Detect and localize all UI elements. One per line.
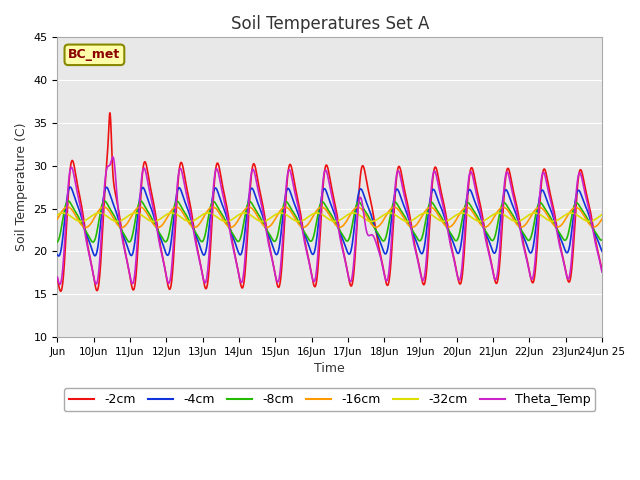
- X-axis label: Time: Time: [314, 362, 345, 375]
- Y-axis label: Soil Temperature (C): Soil Temperature (C): [15, 123, 28, 252]
- Title: Soil Temperatures Set A: Soil Temperatures Set A: [230, 15, 429, 33]
- Text: BC_met: BC_met: [68, 48, 120, 61]
- Legend: -2cm, -4cm, -8cm, -16cm, -32cm, Theta_Temp: -2cm, -4cm, -8cm, -16cm, -32cm, Theta_Te…: [64, 388, 595, 411]
